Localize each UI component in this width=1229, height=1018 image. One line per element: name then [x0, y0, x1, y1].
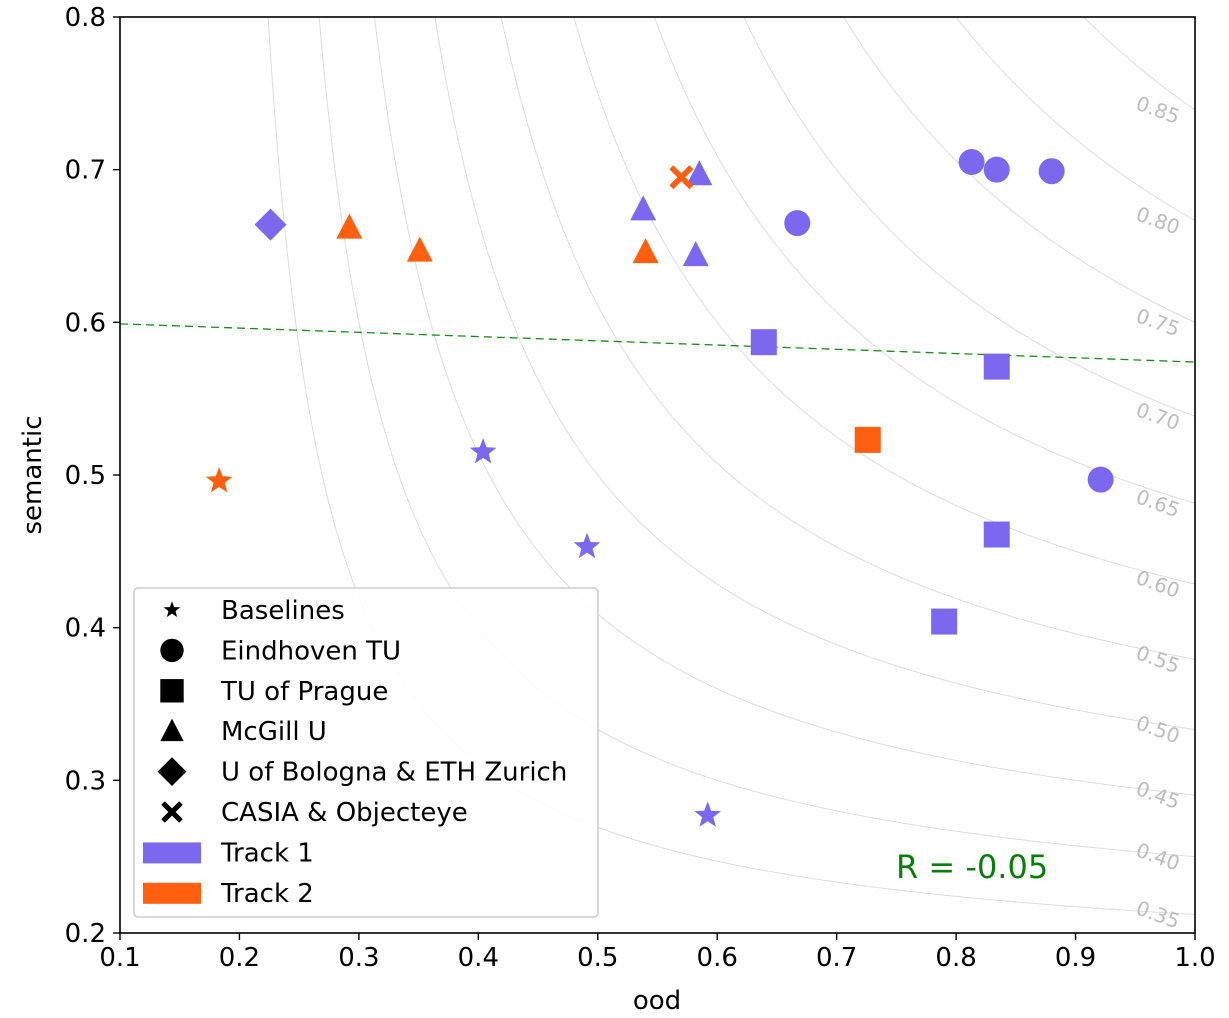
circle-point [784, 210, 811, 237]
x-point [669, 165, 694, 190]
contour-line [374, 17, 1195, 796]
legend-circle-marker [160, 638, 184, 663]
y-tick-label: 0.4 [65, 614, 106, 644]
star-point [469, 438, 497, 464]
circle-point [1087, 466, 1114, 493]
legend-label: CASIA & Objecteye [221, 798, 468, 828]
circle-point [983, 156, 1010, 183]
x-tick-label: 0.5 [577, 943, 618, 973]
legend-label: U of Bologna & ETH Zurich [221, 758, 567, 788]
legend-patch [143, 842, 201, 864]
contour-line [434, 17, 1195, 730]
legend-label: Eindhoven TU [221, 636, 401, 666]
x-tick-label: 0.6 [697, 943, 738, 973]
contour-line [1082, 17, 1195, 111]
square-point [983, 353, 1010, 380]
contour-line [955, 17, 1195, 222]
contour-line [653, 17, 1195, 504]
contour-labels: 0.350.400.450.500.550.600.650.700.750.80… [1133, 91, 1183, 933]
legend-label: TU of Prague [220, 677, 388, 707]
contour-line [500, 17, 1195, 660]
y-tick-label: 0.8 [65, 3, 106, 33]
y-tick-label: 0.2 [65, 919, 106, 949]
triangle-point [682, 241, 709, 267]
square-point [931, 608, 958, 635]
x-tick-label: 0.3 [338, 943, 379, 973]
trend-line [120, 323, 1195, 363]
star-point [694, 801, 721, 827]
triangle-point [406, 236, 433, 262]
square-point [750, 329, 777, 356]
y-axis-label: semantic [18, 416, 48, 535]
correlation-annotation: R = -0.05 [896, 848, 1048, 886]
contour-line [743, 17, 1195, 417]
triangle-point [632, 238, 659, 264]
x-tick-label: 0.4 [458, 943, 499, 973]
legend-label: McGill U [221, 717, 327, 747]
legend-diamond-marker [157, 757, 187, 786]
contour-line [843, 17, 1195, 323]
trend-line-group [120, 323, 1195, 363]
legend-square-marker [160, 679, 184, 703]
x-tick-label: 0.9 [1055, 943, 1096, 973]
square-point [854, 426, 881, 453]
x-tick-label: 1.0 [1174, 943, 1215, 973]
circle-point [958, 149, 985, 176]
y-tick-label: 0.5 [65, 461, 106, 491]
x-tick-label: 0.8 [935, 943, 976, 973]
legend-label: Baselines [221, 596, 345, 626]
triangle-point [630, 195, 657, 221]
legend-frame [133, 587, 599, 918]
triangle-point [336, 213, 363, 239]
star-point [573, 532, 601, 559]
circle-point [1038, 158, 1065, 185]
y-tick-label: 0.7 [65, 156, 106, 186]
x-axis-ticks: 0.1 0.2 0.3 0.4 0.5 0.6 0.7 0.8 0.9 1.0 [99, 933, 1216, 973]
y-tick-label: 0.3 [65, 766, 106, 796]
legend-triangle-marker [160, 718, 184, 742]
x-axis-label: ood [633, 986, 681, 1016]
legend-label: Track 2 [220, 879, 314, 909]
star-point [205, 467, 233, 493]
x-tick-label: 0.7 [816, 943, 857, 973]
legend-patch [143, 882, 201, 904]
data-points [205, 149, 1114, 827]
triangle-point [686, 160, 713, 186]
x-tick-label: 0.1 [99, 943, 140, 973]
legend-x-marker [161, 801, 183, 823]
legend: Baselines Eindhoven TU TU of Prague McGill … [133, 587, 599, 918]
diamond-point [254, 208, 287, 241]
legend-star-marker [163, 601, 181, 617]
y-axis-ticks: 0.2 0.3 0.4 0.5 0.6 0.7 0.8 [65, 3, 120, 949]
square-point [983, 521, 1010, 548]
contour-line [573, 17, 1195, 585]
x-tick-label: 0.2 [219, 943, 260, 973]
contour-line [318, 17, 1195, 858]
legend-label: Track 1 [220, 838, 314, 868]
y-tick-label: 0.6 [65, 308, 106, 338]
